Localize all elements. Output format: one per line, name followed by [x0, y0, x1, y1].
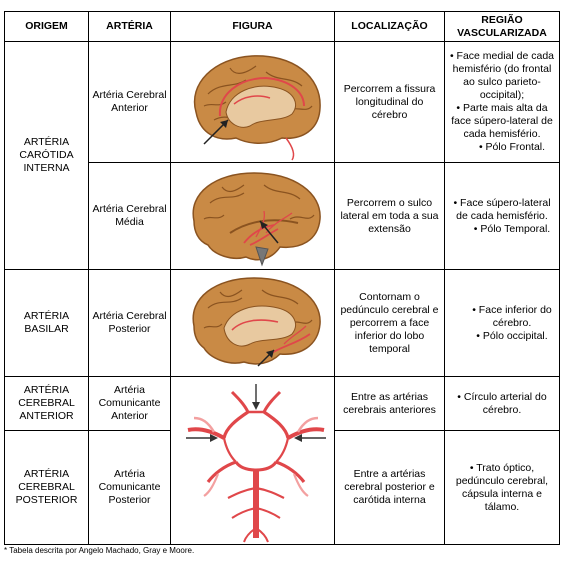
regiao-item: • Pólo Temporal. [473, 222, 551, 235]
localizacao-cell: Entre a artérias cerebral posterior e ca… [334, 430, 445, 545]
arteria-cell: Artéria Comunicante Anterior [88, 376, 171, 431]
regiao-cell: • Face medial de cada hemisfério (do fro… [444, 41, 560, 163]
origem-cell: ARTÉRIA CEREBRAL ANTERIOR [4, 376, 89, 431]
localizacao-cell: Percorrem a fissura longitudinal do cére… [334, 41, 445, 163]
arteria-cell: Artéria Cerebral Posterior [88, 269, 171, 377]
origem-cell: ARTÉRIA BASILAR [4, 269, 89, 377]
localizacao-cell: Contornam o pedúnculo cerebral e percorr… [334, 269, 445, 377]
regiao-cell: • Círculo arterial do cérebro. [444, 376, 560, 431]
figure-cell [170, 162, 335, 270]
regiao-item: • Pólo Frontal. [478, 141, 546, 153]
artery-table: ORIGEM ARTÉRIA FIGURA LOCALIZAÇÃO REGIÃO… [4, 11, 560, 545]
regiao-item: • Parte mais alta da face súpero-lateral… [451, 102, 553, 140]
regiao-item: • Trato óptico, pedúnculo cerebral, cáps… [455, 461, 549, 513]
localizacao-cell: Entre as artérias cerebrais anteriores [334, 376, 445, 431]
regiao-cell: • Face súpero-lateral de cada hemisfério… [444, 162, 560, 270]
header-arteria: ARTÉRIA [88, 11, 171, 42]
origem-carotida-cell: ARTÉRIA CARÓTIDA INTERNA [4, 41, 89, 270]
origem-cell: ARTÉRIA CEREBRAL POSTERIOR [4, 430, 89, 545]
table-row: ARTÉRIA BASILAR Artéria Cerebral Posteri… [4, 269, 560, 377]
regiao-item: • Face medial de cada hemisfério (do fro… [449, 50, 555, 101]
localizacao-cell: Percorrem o sulco lateral em toda a sua … [334, 162, 445, 270]
brain-lateral-image [192, 172, 321, 267]
regiao-cell: • Trato óptico, pedúnculo cerebral, cáps… [444, 430, 560, 545]
regiao-item: • Círculo arterial do cérebro. [457, 390, 547, 416]
header-localizacao: LOCALIZAÇÃO [334, 11, 445, 42]
footnote: * Tabela descrita por Angelo Machado, Gr… [4, 546, 195, 555]
table-row: ARTÉRIA CEREBRAL ANTERIOR Artéria Comuni… [4, 376, 560, 545]
brain-medial-image [193, 55, 321, 161]
table-row: ARTÉRIA CARÓTIDA INTERNA Artéria Cerebra… [4, 41, 560, 270]
table-row: ARTÉRIA CEREBRAL POSTERIOR Artéria Comun… [4, 430, 560, 545]
arteria-cell: Artéria Comunicante Posterior [88, 430, 171, 545]
header-origem: ORIGEM [4, 11, 89, 42]
regiao-item: • Face súpero-lateral de cada hemisfério… [453, 196, 551, 222]
arteria-cell: Artéria Cerebral Média [88, 162, 171, 270]
brain-inferior-image [192, 277, 321, 367]
figure-cell [170, 41, 335, 163]
figure-cell [170, 269, 335, 377]
regiao-item: • Face inferior do cérebro. [472, 303, 552, 329]
table-row: Artéria Cerebral Média Percorrem o sulco… [5, 162, 560, 270]
figure-cell [170, 376, 335, 545]
circle-of-willis-image [186, 383, 326, 542]
regiao-cell: • Face inferior do cérebro. • Pólo occip… [444, 269, 560, 377]
arteria-cell: Artéria Cerebral Anterior [88, 41, 171, 163]
header-figura: FIGURA [170, 11, 335, 42]
header-row: ORIGEM ARTÉRIA FIGURA LOCALIZAÇÃO REGIÃO… [4, 11, 560, 42]
header-regiao: REGIÃO VASCULARIZADA [444, 11, 560, 42]
regiao-item: • Pólo occipital. [476, 329, 548, 342]
